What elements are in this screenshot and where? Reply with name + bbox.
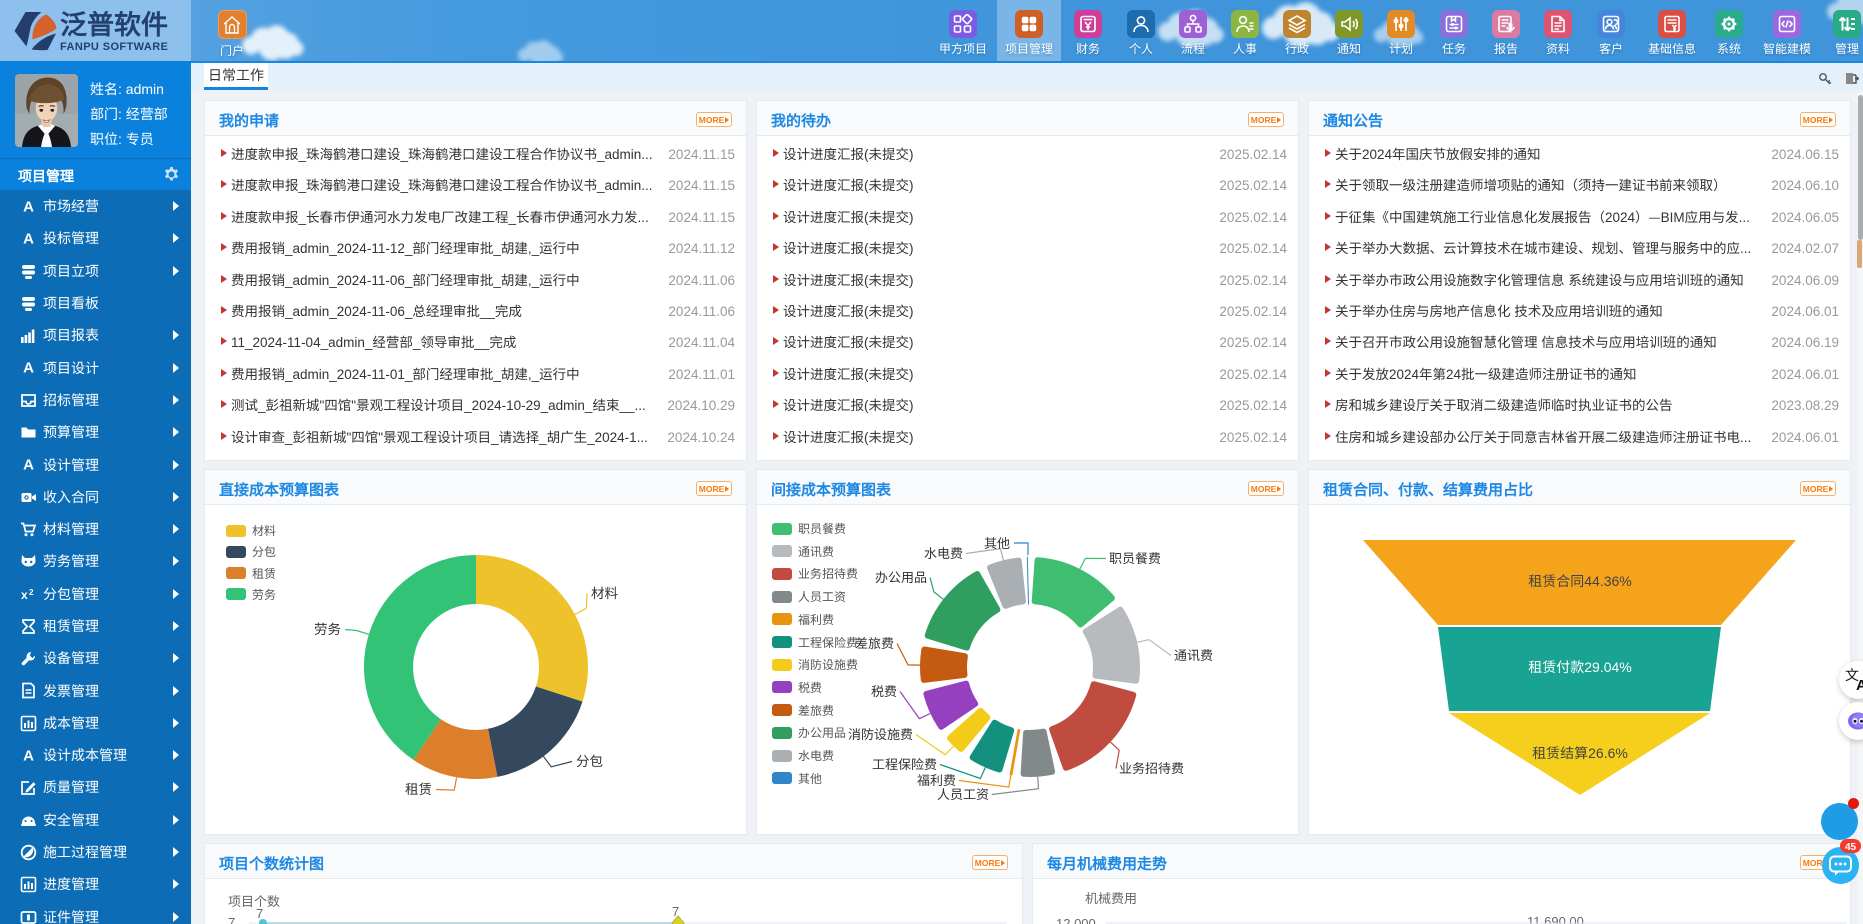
svg-text:人员工资: 人员工资 bbox=[937, 784, 989, 803]
svg-text:通讯费: 通讯费 bbox=[1174, 645, 1213, 664]
svg-text:租赁: 租赁 bbox=[405, 778, 432, 798]
svg-text:A: A bbox=[23, 747, 34, 764]
svg-text:A: A bbox=[23, 456, 34, 473]
svg-text:文: 文 bbox=[1845, 666, 1859, 685]
svg-text:福利费: 福利费 bbox=[917, 770, 956, 789]
svg-text:水电费: 水电费 bbox=[924, 543, 963, 562]
svg-text:材料: 材料 bbox=[591, 582, 619, 602]
svg-text:税费: 税费 bbox=[871, 681, 897, 700]
svg-text:租赁付款29.04%: 租赁付款29.04% bbox=[1528, 657, 1631, 677]
svg-text:其他: 其他 bbox=[984, 533, 1010, 552]
svg-text:办公用品: 办公用品 bbox=[875, 567, 927, 586]
svg-text:劳务: 劳务 bbox=[314, 618, 341, 638]
svg-text:A: A bbox=[23, 359, 34, 376]
svg-text:x: x bbox=[21, 586, 28, 603]
svg-text:泛普软件: 泛普软件 bbox=[60, 6, 168, 42]
svg-text:2: 2 bbox=[29, 587, 34, 598]
svg-text:分包: 分包 bbox=[576, 750, 603, 770]
svg-text:A: A bbox=[1856, 674, 1863, 694]
svg-text:消防设施费: 消防设施费 bbox=[848, 724, 913, 743]
svg-text:A: A bbox=[23, 230, 34, 247]
svg-text:工程保险费: 工程保险费 bbox=[872, 754, 937, 773]
svg-text:职员餐费: 职员餐费 bbox=[1109, 548, 1161, 567]
svg-text:租赁结算26.6%: 租赁结算26.6% bbox=[1532, 743, 1628, 763]
svg-text:FANPU SOFTWARE: FANPU SOFTWARE bbox=[60, 38, 168, 54]
svg-text:业务招待费: 业务招待费 bbox=[1119, 758, 1184, 777]
svg-text:差旅费: 差旅费 bbox=[855, 633, 894, 652]
svg-text:租赁合同44.36%: 租赁合同44.36% bbox=[1528, 571, 1631, 591]
svg-text:A: A bbox=[23, 198, 34, 215]
